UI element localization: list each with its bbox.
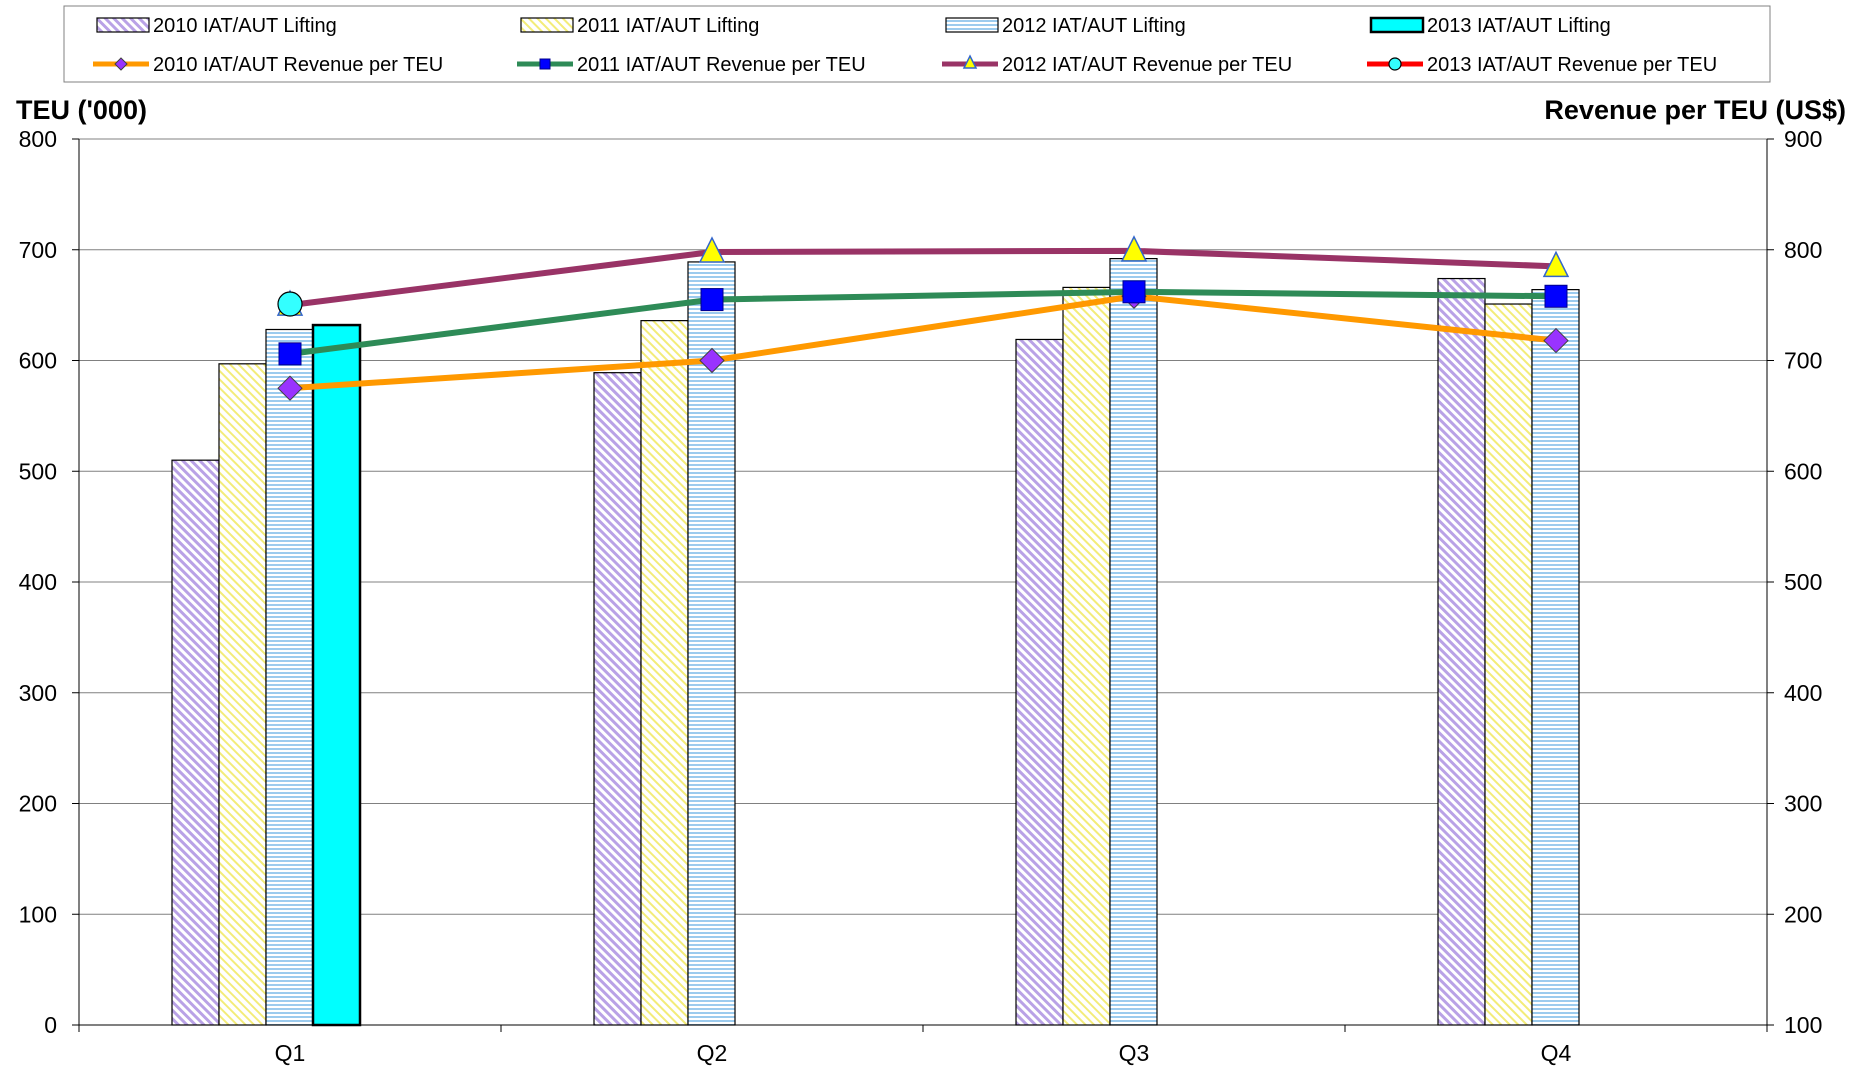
marker-diamond bbox=[1543, 327, 1569, 354]
legend-label: 2012 IAT/AUT Revenue per TEU bbox=[1002, 54, 1292, 76]
bar bbox=[1484, 303, 1533, 1026]
axes bbox=[72, 138, 1774, 1032]
line-markers-group bbox=[276, 235, 1570, 401]
series-line bbox=[289, 247, 1557, 309]
bar-series-group bbox=[171, 258, 1580, 1027]
x-tick-label: Q1 bbox=[275, 1040, 306, 1066]
right-tick-label: 300 bbox=[1784, 791, 1822, 817]
right-tick-label: 600 bbox=[1784, 458, 1822, 484]
marker-triangle bbox=[962, 54, 978, 69]
legend-box bbox=[63, 5, 1771, 83]
left-axis-title: TEU ('000) bbox=[16, 95, 147, 125]
legend-swatch bbox=[96, 17, 150, 33]
bar bbox=[640, 320, 689, 1026]
left-tick-label: 500 bbox=[19, 458, 57, 484]
bar bbox=[1437, 277, 1486, 1026]
legend: 2010 IAT/AUT Lifting 2011 IAT/AUT Lifting… bbox=[93, 15, 1717, 76]
x-tick-label: Q2 bbox=[697, 1040, 728, 1066]
marker-diamond bbox=[277, 375, 303, 401]
left-tick-label: 0 bbox=[44, 1012, 57, 1038]
series-line bbox=[289, 293, 1557, 392]
right-tick-label: 200 bbox=[1784, 901, 1822, 927]
legend-label: 2010 IAT/AUT Lifting bbox=[153, 15, 337, 37]
x-tick-label: Q4 bbox=[1541, 1040, 1572, 1066]
right-tick-label: 500 bbox=[1784, 569, 1822, 595]
bar bbox=[265, 328, 314, 1026]
bar bbox=[593, 372, 642, 1026]
right-tick-label: 400 bbox=[1784, 680, 1822, 706]
right-tick-label: 700 bbox=[1784, 348, 1822, 374]
marker-square bbox=[700, 288, 724, 312]
legend-swatch bbox=[945, 17, 999, 33]
tick-labels: 0 100 100 200 200 300 300 400 400 500 500 600 600 700… bbox=[19, 126, 1823, 1066]
left-tick-label: 400 bbox=[19, 569, 57, 595]
marker-square bbox=[539, 58, 551, 70]
bar bbox=[218, 363, 267, 1026]
right-tick-label: 900 bbox=[1784, 126, 1822, 152]
right-tick-label: 100 bbox=[1784, 1012, 1822, 1038]
bar bbox=[1531, 289, 1580, 1026]
marker-square bbox=[1544, 284, 1568, 308]
legend-label: 2010 IAT/AUT Revenue per TEU bbox=[153, 54, 443, 76]
left-tick-label: 300 bbox=[19, 680, 57, 706]
bar bbox=[687, 261, 736, 1026]
legend-label: 2013 IAT/AUT Lifting bbox=[1427, 15, 1611, 37]
marker-square bbox=[1122, 280, 1146, 304]
marker-diamond bbox=[699, 347, 725, 374]
bar bbox=[311, 323, 362, 1027]
left-tick-label: 700 bbox=[19, 237, 57, 263]
marker-circle bbox=[1388, 57, 1402, 71]
bar bbox=[1015, 338, 1064, 1026]
marker-triangle bbox=[1542, 250, 1570, 278]
bar bbox=[1109, 258, 1158, 1026]
series-line bbox=[289, 288, 1557, 357]
left-tick-label: 600 bbox=[19, 348, 57, 374]
x-tick-label: Q3 bbox=[1119, 1040, 1150, 1066]
marker-triangle bbox=[1120, 235, 1148, 262]
legend-label: 2013 IAT/AUT Revenue per TEU bbox=[1427, 54, 1717, 76]
legend-label: 2011 IAT/AUT Revenue per TEU bbox=[577, 54, 866, 76]
bar bbox=[171, 459, 220, 1026]
marker-diamond bbox=[114, 57, 128, 71]
line-series-group bbox=[289, 247, 1557, 392]
legend-label: 2012 IAT/AUT Lifting bbox=[1002, 15, 1186, 37]
right-axis-title: Revenue per TEU (US$) bbox=[1544, 95, 1846, 125]
marker-circle bbox=[277, 291, 303, 317]
bar bbox=[1062, 286, 1111, 1026]
left-tick-label: 200 bbox=[19, 791, 57, 817]
left-tick-label: 100 bbox=[19, 901, 57, 927]
left-tick-label: 800 bbox=[19, 126, 57, 152]
marker-square bbox=[278, 342, 302, 366]
legend-swatch bbox=[520, 17, 574, 33]
marker-triangle bbox=[698, 236, 726, 263]
legend-swatch bbox=[1369, 16, 1425, 34]
legend-label: 2011 IAT/AUT Lifting bbox=[577, 15, 759, 37]
right-tick-label: 800 bbox=[1784, 237, 1822, 263]
